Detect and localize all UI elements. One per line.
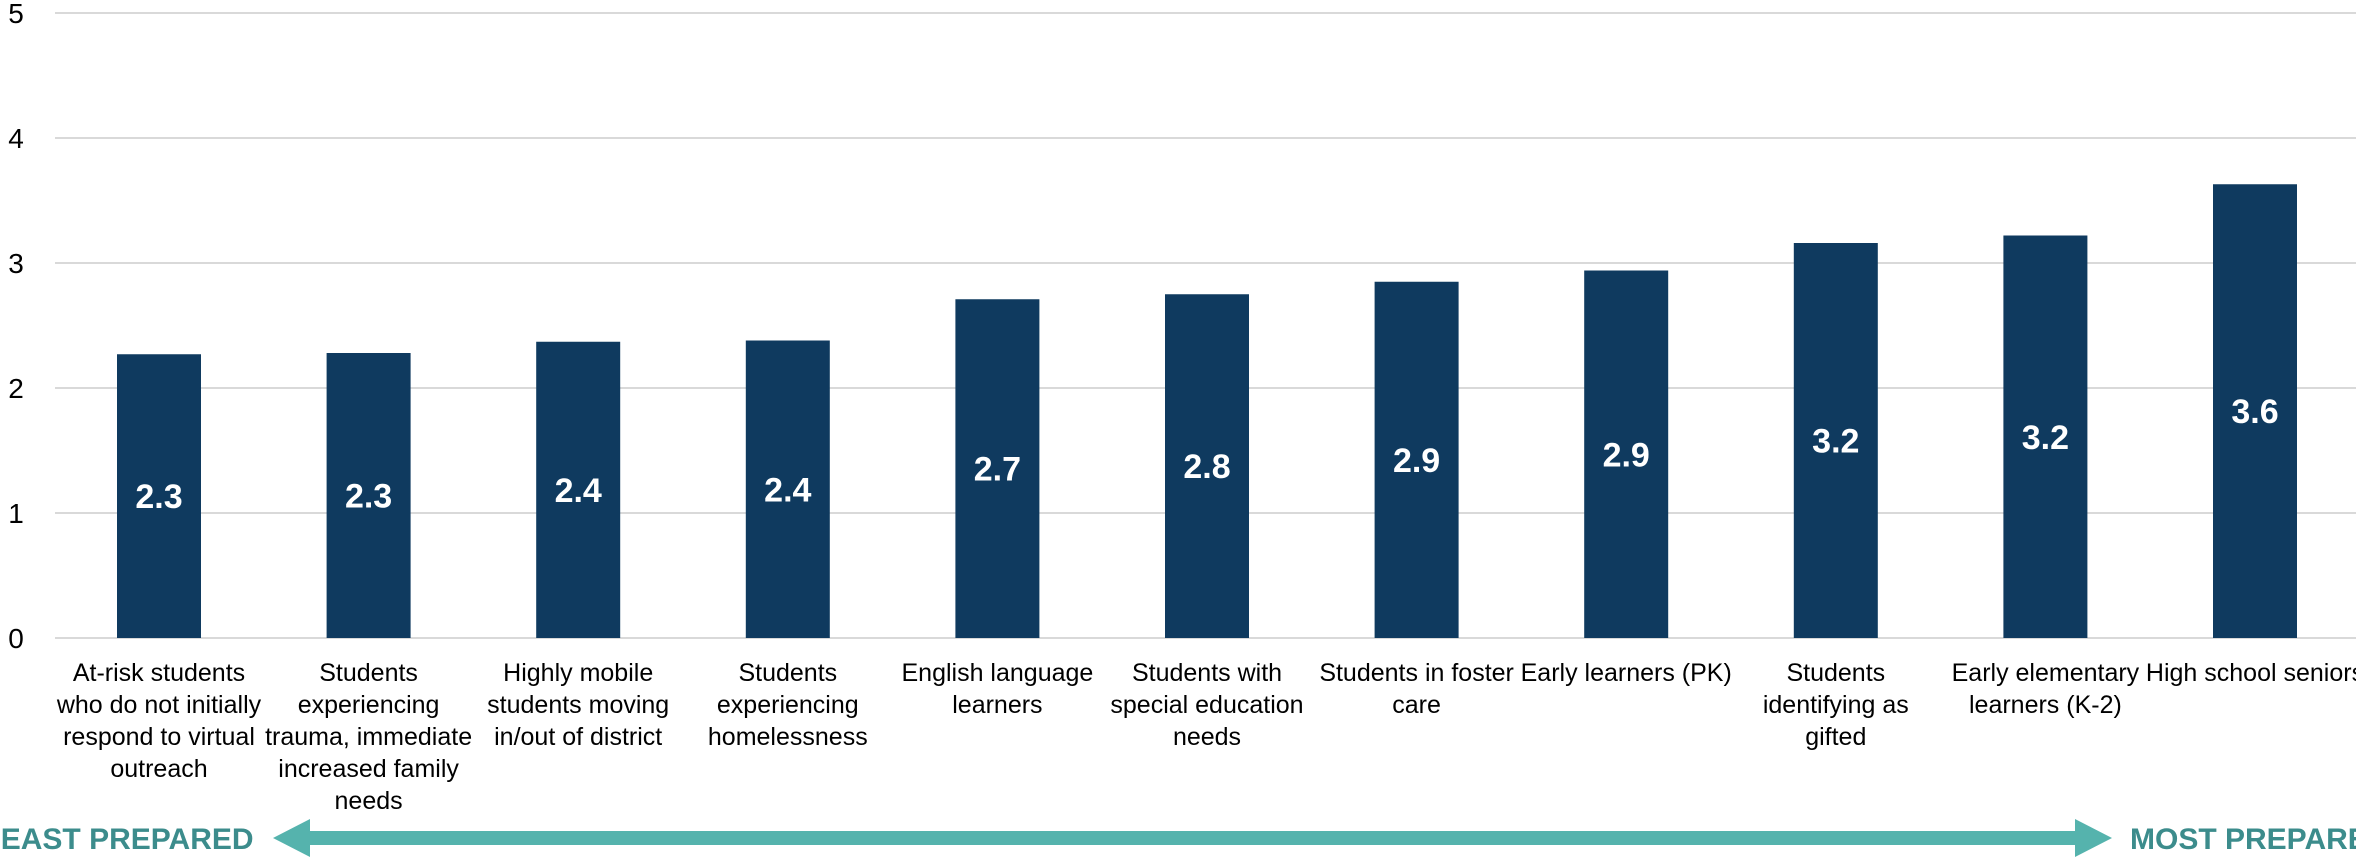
double-arrow-icon [273,819,2112,857]
data-labels: 2.3 2.3 2.4 2.4 2.7 2.8 2.9 2.9 3.2 3.2 3.6 [135,393,2278,516]
x-tick-label: Early elementary learners (K-2) [1952,659,2140,719]
x-axis-labels: At-risk students who do not initially resp… [56,659,2356,815]
x-tick-label: Early learners (PK) [1521,659,1732,687]
most-prepared-label: MOST PREPARED [2130,823,2356,856]
y-tick-label: 2 [8,373,24,404]
y-tick-label: 3 [8,248,24,279]
x-tick-label: Students identifying as gifted [1763,659,1909,751]
x-tick-label: High school seniors [2146,659,2356,687]
bar [326,353,411,638]
x-tick-label: Students with special education needs [1110,659,1303,751]
x-tick-label: English language learners [901,659,1093,719]
y-tick-label: 1 [8,498,24,529]
bar [1165,294,1249,638]
bars [117,184,2297,638]
x-tick-label: At-risk students who do not initially resp… [56,659,262,783]
x-tick-label: Students experiencing trauma, immediate inc… [265,659,472,815]
data-label: 3.6 [2231,393,2278,431]
data-label: 2.7 [974,451,1021,489]
data-label: 3.2 [1812,423,1859,461]
data-label: 3.2 [2022,419,2069,457]
bar [117,354,201,638]
bar [1793,243,1878,638]
y-tick-label: 0 [8,623,24,654]
data-label: 2.8 [1183,448,1230,486]
data-label: 2.3 [345,478,392,516]
data-label: 2.3 [135,478,182,516]
bar [536,341,621,638]
y-axis-ticks: 0 1 2 3 4 5 [8,0,24,654]
y-tick-label: 4 [8,123,24,154]
x-tick-label: Highly mobile students moving in/out of di… [487,659,669,751]
bar [955,299,1040,638]
bar [2003,235,2088,638]
data-label: 2.4 [555,472,602,510]
data-label: 2.9 [1603,436,1650,474]
least-prepared-label: LEAST PREPARED [0,823,254,856]
data-label: 2.9 [1393,442,1440,480]
bar [1374,281,1459,638]
data-label: 2.4 [764,471,811,509]
bar [745,340,830,638]
bar [2213,184,2297,638]
y-tick-label: 5 [8,0,24,29]
x-tick-label: Students experiencing homelessness [708,659,868,751]
bar [1584,270,1669,638]
x-tick-label: Students in foster care [1319,659,1514,719]
preparedness-scale: LEAST PREPARED MOST PREPARED [0,819,2356,857]
